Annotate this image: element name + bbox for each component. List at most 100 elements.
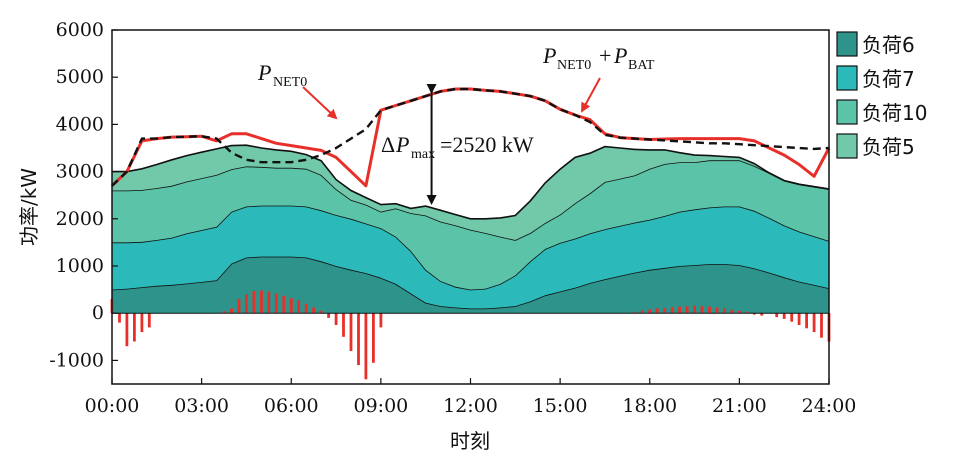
battery-bar bbox=[245, 294, 248, 314]
svg-text:BAT: BAT bbox=[628, 58, 655, 73]
battery-bar bbox=[640, 310, 644, 314]
battery-bar bbox=[648, 309, 652, 314]
y-tick-label: 1000 bbox=[56, 255, 104, 277]
legend-swatch bbox=[836, 31, 858, 57]
y-tick-label: -1000 bbox=[49, 349, 104, 371]
y-axis-title: 功率/kW bbox=[17, 168, 41, 246]
annotation-p-sum: P NET0 + P BAT bbox=[542, 43, 655, 113]
svg-text:+: + bbox=[599, 43, 611, 68]
battery-bar bbox=[670, 307, 674, 314]
battery-bar bbox=[267, 291, 271, 314]
p-net0-arrow bbox=[302, 86, 338, 120]
legend-label: 负荷6 bbox=[862, 33, 915, 57]
y-axis-ticks: -1000 0 1000 2000 3000 4000 5000 6000 bbox=[49, 19, 118, 371]
battery-bar bbox=[222, 311, 226, 314]
svg-text:NET0: NET0 bbox=[273, 75, 307, 90]
x-axis-title: 时刻 bbox=[450, 429, 490, 453]
battery-bar bbox=[334, 313, 338, 325]
battery-bar bbox=[730, 309, 734, 314]
x-tick-label: 12:00 bbox=[443, 395, 498, 417]
battery-bar bbox=[118, 313, 121, 323]
battery-bar bbox=[752, 313, 756, 315]
area-负荷7 bbox=[112, 205, 829, 309]
battery-power-bars bbox=[110, 290, 831, 380]
battery-bar bbox=[133, 313, 136, 342]
x-tick-label: 09:00 bbox=[353, 395, 408, 417]
x-tick-label: 15:00 bbox=[533, 395, 588, 417]
battery-bar bbox=[633, 311, 637, 314]
battery-bar bbox=[812, 313, 816, 333]
x-tick-label: 00:00 bbox=[85, 395, 140, 417]
battery-bar bbox=[357, 313, 360, 366]
battery-bar bbox=[760, 313, 764, 316]
legend-swatch bbox=[836, 65, 858, 91]
legend: 负荷6 负荷7 负荷10 负荷5 bbox=[836, 31, 927, 159]
battery-bar bbox=[663, 308, 667, 314]
legend-label: 负荷5 bbox=[862, 135, 915, 159]
annotation-p-net0: P NET0 bbox=[257, 60, 338, 120]
battery-bar bbox=[723, 308, 726, 314]
battery-bar bbox=[319, 310, 323, 314]
battery-bar bbox=[805, 313, 808, 329]
axes: 00:00 03:00 06:00 09:00 12:00 15:00 18:00 21:00… bbox=[17, 19, 856, 453]
y-tick-label: 2000 bbox=[56, 208, 104, 230]
battery-bar bbox=[738, 310, 741, 314]
battery-bar bbox=[685, 306, 689, 314]
x-tick-label: 24:00 bbox=[802, 395, 857, 417]
battery-bar bbox=[312, 307, 316, 314]
battery-bar bbox=[230, 308, 233, 314]
battery-bar bbox=[342, 313, 345, 337]
battery-bar bbox=[237, 299, 241, 314]
legend-label: 负荷7 bbox=[862, 67, 915, 91]
battery-bar bbox=[297, 300, 301, 314]
battery-bar bbox=[260, 290, 263, 314]
battery-bar bbox=[349, 313, 353, 351]
x-axis-ticks: 00:00 03:00 06:00 09:00 12:00 15:00 18:00 21:00… bbox=[85, 378, 857, 417]
battery-bar bbox=[775, 313, 779, 317]
battery-bar bbox=[715, 307, 719, 314]
battery-bar bbox=[678, 306, 681, 314]
svg-text:Δ: Δ bbox=[381, 132, 395, 157]
battery-bar bbox=[282, 295, 286, 314]
x-tick-label: 03:00 bbox=[174, 395, 229, 417]
svg-text:=2520 kW: =2520 kW bbox=[440, 132, 534, 157]
battery-bar bbox=[693, 305, 696, 314]
net-power-lines bbox=[110, 87, 831, 188]
p-sum-arrow bbox=[581, 77, 601, 113]
y-tick-label: 6000 bbox=[56, 19, 104, 41]
battery-bar bbox=[147, 313, 151, 328]
battery-bar bbox=[745, 311, 749, 314]
battery-bar bbox=[790, 313, 794, 322]
legend-swatch bbox=[836, 133, 858, 159]
svg-text:P: P bbox=[542, 43, 556, 68]
battery-bar bbox=[274, 293, 278, 314]
area-负荷10 bbox=[112, 160, 829, 290]
svg-text:P: P bbox=[395, 132, 409, 157]
x-tick-label: 18:00 bbox=[622, 395, 677, 417]
y-tick-label: 0 bbox=[92, 302, 104, 324]
y-tick-label: 3000 bbox=[56, 161, 104, 183]
battery-bar bbox=[379, 313, 383, 328]
x-tick-label: 21:00 bbox=[712, 395, 767, 417]
x-tick-label: 06:00 bbox=[264, 395, 319, 417]
battery-bar bbox=[364, 313, 368, 380]
battery-bar bbox=[289, 298, 293, 314]
battery-bar bbox=[125, 313, 129, 347]
battery-bar bbox=[304, 303, 308, 314]
area-负荷5 bbox=[112, 145, 829, 240]
y-tick-label: 4000 bbox=[56, 113, 104, 135]
battery-bar bbox=[140, 313, 144, 333]
battery-bar bbox=[327, 313, 330, 318]
battery-bar bbox=[700, 306, 704, 314]
battery-bar bbox=[655, 308, 659, 314]
boundary-负荷5 bbox=[112, 144, 830, 220]
battery-bar bbox=[782, 313, 786, 319]
svg-text:max: max bbox=[411, 147, 435, 162]
battery-bar bbox=[372, 313, 375, 363]
battery-bar bbox=[708, 306, 711, 314]
svg-text:P: P bbox=[257, 60, 271, 85]
legend-label: 负荷10 bbox=[862, 101, 927, 125]
svg-text:P: P bbox=[613, 43, 627, 68]
y-tick-label: 5000 bbox=[56, 66, 104, 88]
line-P_NET0+P_BAT bbox=[110, 87, 831, 188]
